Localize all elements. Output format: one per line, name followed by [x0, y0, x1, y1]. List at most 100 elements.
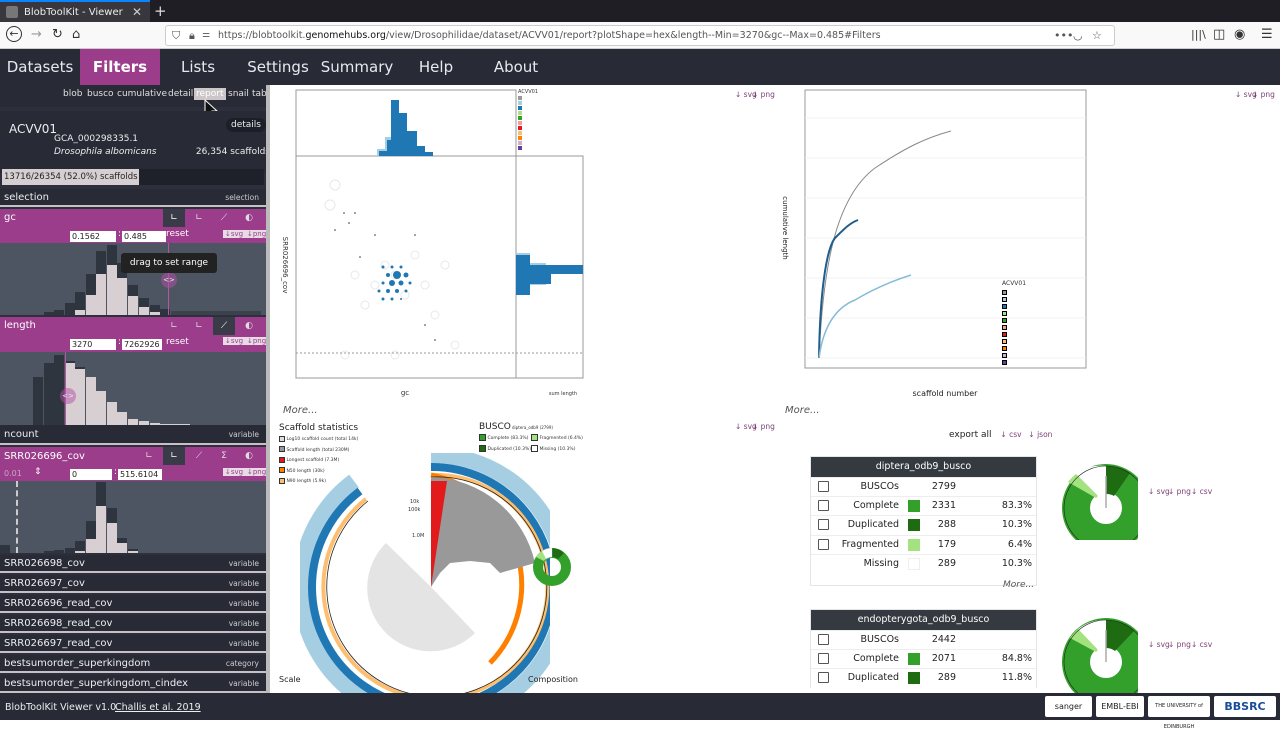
variable-row[interactable]: bestsumorder_superkingdom category	[0, 655, 266, 673]
busco1-csv-download[interactable]: ↓ csv	[1191, 487, 1213, 496]
gc-png-download[interactable]: ↓png	[245, 230, 269, 238]
cov-svg-download[interactable]: ↓svg	[223, 468, 246, 476]
row-checkbox[interactable]	[818, 519, 829, 531]
busco2-png-download[interactable]: ↓ png	[1168, 640, 1191, 649]
logo-bbsrc[interactable]: BBSRC	[1214, 696, 1276, 717]
sqrt-scale-icon[interactable]: ∟	[195, 213, 203, 223]
busco1-svg-download[interactable]: ↓ svg	[1148, 487, 1170, 496]
sqrt-scale-icon[interactable]: ∟	[195, 321, 203, 331]
logo-embl-ebi[interactable]: EMBL-EBI	[1096, 696, 1144, 717]
variable-row[interactable]: bestsumorder_superkingdom_cindex variable	[0, 675, 266, 693]
gc-reset-button[interactable]: reset	[166, 229, 189, 239]
sum-icon[interactable]: Σ	[221, 451, 227, 461]
selection-row[interactable]: selection selection	[0, 189, 266, 207]
account-icon[interactable]: ◉	[1234, 27, 1246, 42]
view-tab-table[interactable]: table	[252, 89, 270, 99]
sidebar-icon[interactable]: ◫	[1213, 27, 1226, 42]
more-icon[interactable]: •••	[1054, 29, 1074, 42]
snail-svg-download[interactable]: ↓ svg	[735, 422, 757, 431]
linear-scale-icon[interactable]: ∟	[145, 451, 153, 461]
log-scale-icon[interactable]: ⟋	[213, 317, 235, 335]
nav-datasets[interactable]: Datasets	[6, 58, 74, 76]
sqrt-scale-icon[interactable]: ∟	[163, 447, 185, 465]
nav-about[interactable]: About	[493, 58, 539, 76]
linear-scale-icon[interactable]: ∟	[170, 321, 178, 331]
nav-filters[interactable]: Filters	[80, 49, 160, 85]
permissions-icon[interactable]: ⚌	[202, 30, 211, 40]
reload-icon[interactable]: ↻	[52, 27, 63, 42]
library-icon[interactable]: |||\	[1191, 28, 1206, 41]
invert-icon[interactable]: ◐	[245, 451, 253, 461]
gc-min-input[interactable]: 0.1562	[70, 231, 116, 242]
export-csv-link[interactable]: ↓ csv	[1000, 430, 1022, 439]
row-checkbox[interactable]	[818, 634, 829, 645]
gc-max-handle[interactable]: <>	[161, 272, 177, 288]
pocket-icon[interactable]: ◡	[1073, 29, 1083, 42]
view-tab-report[interactable]: report	[194, 88, 226, 100]
row-checkbox[interactable]	[818, 538, 829, 550]
clamp-handle-icon[interactable]: ⇕	[34, 467, 42, 477]
busco-more-link[interactable]: More...	[1003, 580, 1035, 590]
cov-max-input[interactable]: 515.6104	[118, 469, 162, 480]
invert-icon[interactable]: ◐	[245, 213, 253, 223]
shield-icon[interactable]: ⛉	[172, 29, 181, 42]
cumulative-more-link[interactable]: More...	[785, 405, 820, 416]
nav-help[interactable]: Help	[418, 58, 454, 76]
snail-plot[interactable]: 10k 100k 1.0M	[300, 453, 550, 693]
nav-summary[interactable]: Summary	[320, 58, 394, 76]
length-min-handle[interactable]: <>	[60, 388, 76, 404]
log-scale-icon[interactable]: ⟋	[220, 213, 228, 223]
invert-icon[interactable]: ◐	[245, 321, 253, 331]
row-checkbox[interactable]	[818, 481, 829, 492]
forward-icon[interactable]: →	[31, 27, 42, 42]
busco2-svg-download[interactable]: ↓ svg	[1148, 640, 1170, 649]
gc-svg-download[interactable]: ↓svg	[223, 230, 246, 238]
cumulative-svg-download[interactable]: ↓ svg	[1235, 90, 1257, 99]
menu-icon[interactable]: ☰	[1261, 27, 1273, 42]
home-icon[interactable]: ⌂	[72, 27, 81, 42]
url-bar[interactable]: ⛉ 🔒︎ ⚌ https://blobtoolkit.genomehubs.or…	[165, 25, 1115, 46]
nav-settings[interactable]: Settings	[247, 58, 309, 76]
nav-lists[interactable]: Lists	[180, 58, 216, 76]
row-checkbox[interactable]	[818, 653, 829, 665]
browser-tab[interactable]: BlobToolKit - Viewer ✕	[0, 0, 150, 22]
cov-png-download[interactable]: ↓png	[245, 468, 269, 476]
cov-min-input[interactable]: 0	[70, 469, 112, 480]
back-icon[interactable]: ←	[6, 26, 22, 42]
logo-sanger[interactable]: sanger	[1045, 696, 1092, 717]
sidebar-scrollbar[interactable]	[266, 85, 270, 693]
footer-citation[interactable]: Challis et al. 2019	[115, 702, 201, 713]
blob-svg-download[interactable]: ↓ svg	[735, 90, 757, 99]
busco2-csv-download[interactable]: ↓ csv	[1191, 640, 1213, 649]
variable-row[interactable]: SRR026697_cov variable	[0, 575, 266, 593]
blob-more-link[interactable]: More...	[283, 405, 318, 416]
length-max-input[interactable]: 7262926	[122, 339, 162, 350]
cov-histogram[interactable]	[0, 481, 266, 553]
lock-icon[interactable]: 🔒︎	[189, 29, 195, 42]
log-scale-icon[interactable]: ⟋	[195, 451, 203, 461]
star-icon[interactable]: ☆	[1092, 29, 1102, 42]
logo-edinburgh[interactable]: THE UNIVERSITY of EDINBURGH	[1148, 696, 1210, 730]
linear-scale-icon[interactable]: ∟	[163, 209, 185, 227]
view-tab-busco[interactable]: busco	[87, 89, 114, 99]
view-tab-cumulative[interactable]: cumulative	[117, 89, 168, 99]
snail-png-download[interactable]: ↓ png	[752, 422, 775, 431]
variable-row-ncount[interactable]: ncount variable	[0, 425, 266, 445]
cumulative-png-download[interactable]: ↓ png	[1252, 90, 1275, 99]
row-checkbox[interactable]	[818, 672, 829, 684]
variable-row[interactable]: SRR026698_cov variable	[0, 555, 266, 573]
gc-max-input[interactable]: 0.485	[122, 231, 166, 242]
length-reset-button[interactable]: reset	[166, 337, 189, 347]
variable-row[interactable]: SRR026698_read_cov variable	[0, 615, 266, 633]
footer-version[interactable]: BlobToolKit Viewer v1.0	[5, 702, 117, 713]
variable-row[interactable]: SRR026697_read_cov variable	[0, 635, 266, 653]
length-png-download[interactable]: ↓png	[245, 337, 269, 345]
close-tab-icon[interactable]: ✕	[131, 5, 142, 19]
cumulative-plot[interactable]: scaffold number cumulative length	[775, 88, 1095, 398]
blob-plot[interactable]: gc sum length SRR026696_cov	[275, 85, 595, 415]
length-histogram[interactable]: <>	[0, 352, 266, 425]
blob-png-download[interactable]: ↓ png	[752, 90, 775, 99]
new-tab-icon[interactable]: +	[154, 2, 167, 20]
busco1-png-download[interactable]: ↓ png	[1168, 487, 1191, 496]
variable-row[interactable]: SRR026696_read_cov variable	[0, 595, 266, 613]
